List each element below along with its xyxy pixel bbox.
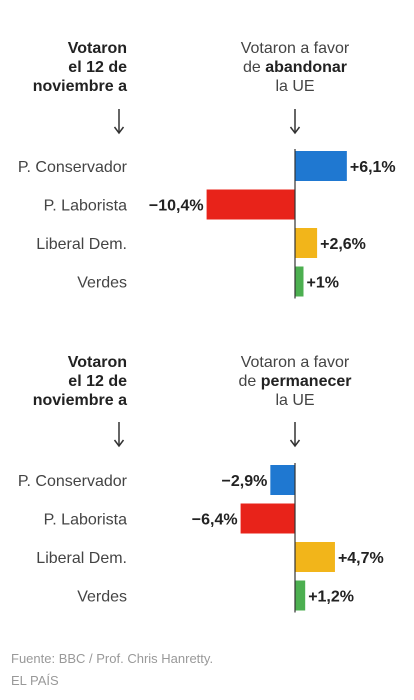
footer: Fuente: BBC / Prof. Chris Hanretty. EL P… [11,648,213,692]
source-note: Fuente: BBC / Prof. Chris Hanretty. [11,651,214,666]
bar [295,580,306,611]
right-header-line: Votaron a favor [240,40,350,57]
bar [295,542,335,572]
right-header-line: de permanecer [215,372,375,391]
category-label: P. Conservador [18,159,128,176]
value-label: +1,2% [308,589,354,606]
left-header-line: Votaron [67,40,127,57]
category-label: P. Laborista [44,512,127,529]
right-header-prefix: de [242,59,266,76]
value-label: −10,4% [149,198,204,215]
left-header-line: el 12 de [68,373,127,390]
category-label: Verdes [77,589,127,606]
category-label: P. Laborista [44,198,127,215]
value-label: +2,6% [320,236,366,253]
category-label: Liberal Dem. [36,550,127,567]
bar [295,228,318,258]
right-header-line: la UE [275,78,315,95]
bar [240,503,295,534]
right-header: Votaron a favor de abandonar la UE [215,39,375,96]
right-header-line: de abandonar [215,58,375,77]
value-label: +1% [307,275,339,292]
left-header: Votaron el 12 de noviembre a [0,39,127,96]
left-header-line: noviembre a [32,78,127,95]
chart-abandonar: P. Conservador +6,1% P. Laborista −10,4% Lib… [18,149,396,299]
right-header-prefix: de [238,373,261,390]
value-label: −6,4% [192,512,238,529]
left-header-line: noviembre a [32,392,127,409]
value-label: −2,9% [222,473,268,490]
category-label: Liberal Dem. [36,236,127,253]
value-label: +6,1% [350,159,396,176]
right-header-line: Votaron a favor [240,354,350,371]
bar [270,465,295,495]
bar [206,189,295,220]
bar [295,266,304,297]
left-header: Votaron el 12 de noviembre a [0,353,127,410]
bar [295,151,347,181]
right-header: Votaron a favor de permanecer la UE [215,353,375,410]
value-label: +4,7% [338,550,384,567]
brand: EL PAÍS [11,673,59,688]
left-header-line: el 12 de [68,59,127,76]
right-header-line: la UE [275,392,315,409]
chart-permanecer: P. Conservador −2,9% P. Laborista −6,4% Libe… [18,463,384,613]
right-header-bold: abandonar [265,59,348,76]
down-arrow-icon [289,422,301,448]
down-arrow-icon [113,422,125,448]
category-label: Verdes [77,275,127,292]
category-label: P. Conservador [18,473,128,490]
right-header-bold: permanecer [260,373,352,390]
down-arrow-icon [113,109,125,135]
left-header-line: Votaron [67,354,127,371]
down-arrow-icon [289,109,301,135]
